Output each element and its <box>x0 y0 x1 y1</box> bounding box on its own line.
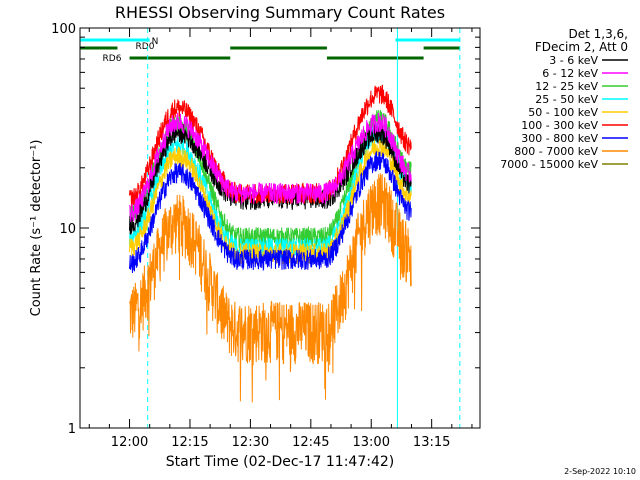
legend-label-3: 25 - 50 keV <box>535 93 598 106</box>
legend-label-2: 12 - 25 keV <box>535 80 598 93</box>
legend-header-line-1: Det 1,3,6, <box>569 27 629 41</box>
y-tick-label-0: 1 <box>68 422 76 437</box>
x-axis-label: Start Time (02-Dec-17 11:47:42) <box>166 454 394 470</box>
y-tick-label-1: 10 <box>59 222 76 237</box>
legend-label-5: 100 - 300 keV <box>521 119 598 132</box>
legend-label-0: 3 - 6 keV <box>549 54 598 67</box>
x-tick-label-0: 12:00 <box>111 435 148 450</box>
x-tick-label-1: 12:15 <box>171 435 208 450</box>
legend-label-6: 300 - 800 keV <box>521 132 598 145</box>
x-tick-label-4: 13:00 <box>353 435 390 450</box>
series-line-4 <box>129 138 412 265</box>
x-tick-label-3: 12:45 <box>292 435 329 450</box>
y-axis-label: Count Rate (s⁻¹ detector⁻¹) <box>29 140 44 317</box>
legend-label-8: 7000 - 15000 keV <box>500 158 598 171</box>
chart-title: RHESSI Observing Summary Count Rates <box>115 3 445 22</box>
x-tick-label-5: 13:15 <box>413 435 450 450</box>
y-tick-label-2: 100 <box>51 22 76 37</box>
generation-timestamp: 2-Sep-2022 10:10 <box>564 467 636 476</box>
legend-label-4: 50 - 100 keV <box>528 106 598 119</box>
legend-label-7: 800 - 7000 keV <box>514 145 598 158</box>
axes-layer: 12:00 12:15 12:30 12:45 13:00 13:15 1 10 100 <box>51 22 480 450</box>
legend-label-1: 6 - 12 keV <box>542 67 598 80</box>
series-line-6 <box>129 151 412 274</box>
legend-header-line-2: FDecim 2, Att 0 <box>535 40 628 54</box>
x-tick-label-2: 12:30 <box>232 435 269 450</box>
flag-label-n: N <box>152 37 159 47</box>
series-line-7 <box>129 173 412 403</box>
flag-label-rd6: RD6 <box>103 54 122 64</box>
series-line-1 <box>129 112 412 223</box>
flag-label-rd0: RD0 <box>136 42 155 52</box>
series-layer <box>129 84 412 403</box>
